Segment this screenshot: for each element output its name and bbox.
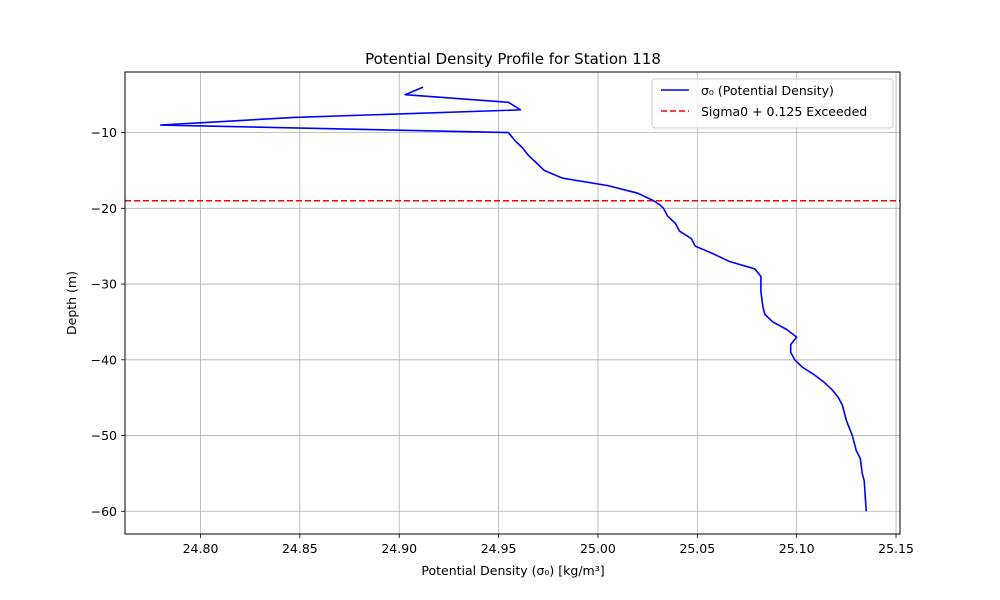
y-tick-label: −20 <box>91 201 117 216</box>
x-tick-label: 25.00 <box>580 541 616 556</box>
chart-title: Potential Density Profile for Station 11… <box>365 50 661 68</box>
x-tick-label: 24.90 <box>381 541 417 556</box>
plot-series <box>125 86 900 512</box>
x-tick-label: 24.80 <box>183 541 219 556</box>
y-grid <box>125 132 900 512</box>
x-axis-ticks: 24.80 24.85 24.90 24.95 25.00 25.05 25.10 25.15 <box>183 534 914 556</box>
x-tick-label: 24.85 <box>282 541 318 556</box>
y-tick-label: −10 <box>91 125 117 140</box>
x-tick-label: 24.95 <box>481 541 517 556</box>
y-axis-ticks: −10 −20 −30 −40 −50 −60 <box>91 125 125 519</box>
x-grid <box>200 72 897 534</box>
x-tick-label: 25.10 <box>779 541 815 556</box>
y-tick-label: −50 <box>91 428 117 443</box>
x-tick-label: 25.05 <box>679 541 715 556</box>
y-tick-label: −40 <box>91 352 117 367</box>
density-line <box>159 86 868 512</box>
x-tick-label: 25.15 <box>878 541 914 556</box>
y-tick-label: −30 <box>91 277 117 292</box>
legend-box <box>651 78 894 129</box>
plot-frame <box>124 71 901 535</box>
legend-label-density: σ₀ (Potential Density) <box>701 83 834 98</box>
legend: σ₀ (Potential Density) Sigma0 + 0.125 Ex… <box>651 78 894 129</box>
y-axis-title: Depth (m) <box>64 271 79 335</box>
x-axis-title: Potential Density (σ₀) [kg/m³] <box>421 563 604 578</box>
y-tick-label: −60 <box>91 504 117 519</box>
legend-label-threshold: Sigma0 + 0.125 Exceeded <box>701 104 867 119</box>
